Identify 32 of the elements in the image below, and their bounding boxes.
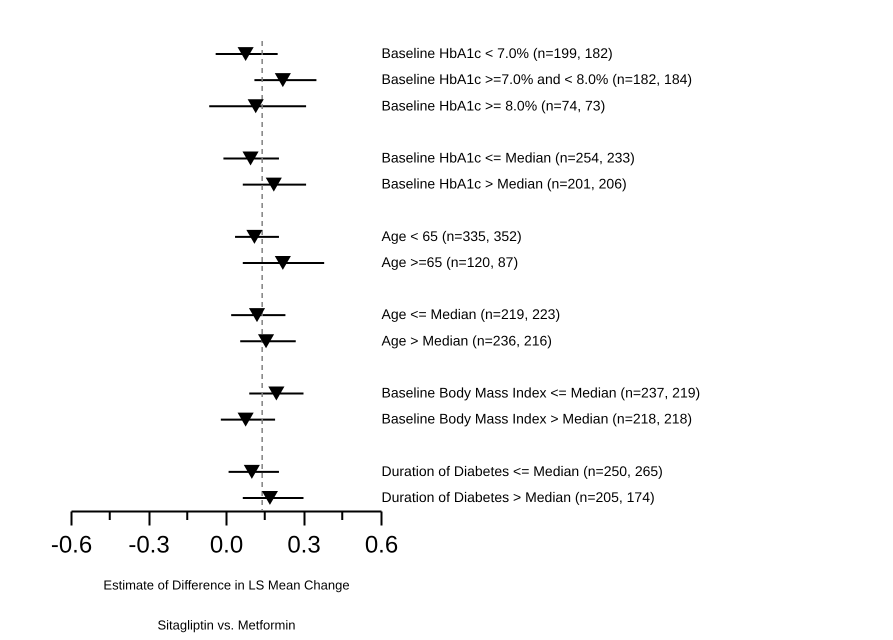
y-tick-label: Baseline Body Mass Index > Median (n=218, 218): [382, 410, 692, 427]
point: [274, 256, 291, 270]
point: [238, 412, 254, 427]
y-tick-label: Age <= Median (n=219, 223): [382, 306, 560, 322]
y-tick-label: Duration of Diabetes > Median (n=205, 174): [382, 488, 655, 505]
point: [274, 73, 291, 88]
x-tick-label: 0.6: [364, 532, 398, 558]
y-tick-label: Age > Median (n=236, 216): [382, 332, 552, 348]
point: [266, 178, 282, 192]
point: [248, 308, 266, 322]
y-tick-label: Baseline HbA1c > Median (n=201, 206): [382, 176, 627, 192]
y-tick-label: Baseline Body Mass Index <= Median (n=237, 219): [382, 384, 700, 400]
y-tick-label: Baseline HbA1c <= Median (n=254, 233): [382, 150, 635, 166]
y-tick-label: Baseline HbA1c < 7.0% (n=199, 182): [382, 45, 613, 62]
point: [262, 490, 278, 505]
y-tick-label: Baseline HbA1c >=7.0% and < 8.0% (n=182, 184): [382, 71, 692, 88]
x-tick-label: -0.3: [128, 532, 170, 558]
x-tick-label: 0.3: [287, 532, 321, 558]
point: [242, 152, 259, 166]
y-tick-label: Baseline HbA1c >= 8.0% (n=74, 73): [382, 97, 606, 114]
y-tick-label: Age >=65 (n=120, 87): [382, 254, 518, 270]
x-tick-label: 0.0: [210, 532, 244, 558]
point: [268, 386, 284, 400]
x-tick-label: -0.6: [50, 532, 92, 558]
point: [244, 464, 260, 479]
point: [258, 334, 274, 348]
y-tick-label: Duration of Diabetes <= Median (n=250, 265): [382, 462, 663, 479]
y-tick-label: Age < 65 (n=335, 352): [382, 228, 522, 244]
point: [238, 47, 254, 62]
text: Estimate of Difference in LS Mean Change Sitagliptin vs. Metformin: [103, 578, 350, 632]
point: [246, 230, 262, 244]
point: [248, 99, 264, 114]
